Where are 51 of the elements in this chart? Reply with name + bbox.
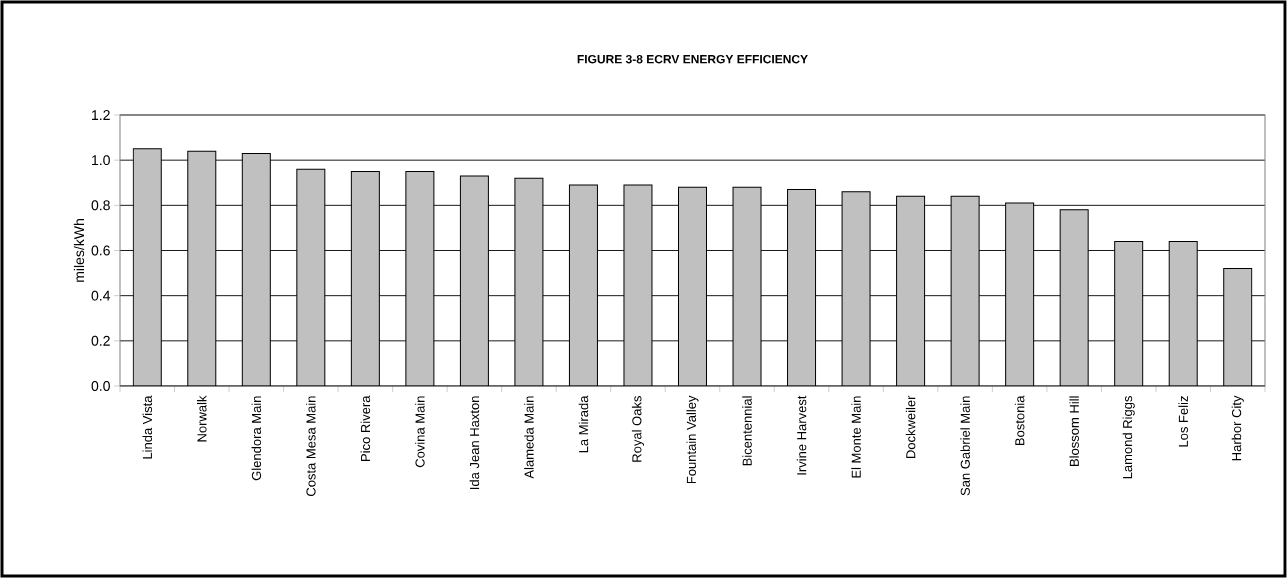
x-tick-label: Bostonia: [1014, 395, 1025, 446]
y-tick-label: 0.0: [91, 381, 110, 391]
chart-title: FIGURE 3-8 ECRV ENERGY EFFICIENCY: [577, 54, 808, 64]
bar: [950, 195, 980, 386]
bar: [732, 186, 762, 386]
bar: [187, 150, 217, 386]
x-tick-label: Linda Vista: [142, 395, 153, 459]
bar: [1168, 240, 1198, 386]
y-tick-label: 1.0: [92, 155, 110, 166]
x-tick-label: Bicentennial: [742, 396, 752, 466]
x-tick-label: Fountain Valley: [686, 395, 699, 484]
bar: [841, 191, 871, 386]
y-tick-label: 0.4: [91, 290, 111, 301]
bar: [296, 168, 326, 386]
x-tick-label: Glendora Main: [251, 396, 262, 481]
x-tick-label: San Gabriel Main: [960, 396, 970, 496]
y-axis-title: miles/kWh: [73, 219, 85, 282]
bar: [459, 175, 489, 386]
x-tick-label: Ida Jean Haxton: [469, 396, 480, 489]
x-tick-label: Covina Main: [415, 396, 425, 468]
bar: [1223, 268, 1253, 386]
y-tick-label: 1.2: [92, 110, 110, 120]
x-tick-label: Irvine Harvest: [796, 395, 807, 475]
x-tick-label: El Monte Main: [851, 396, 861, 478]
x-tick-label: Royal Oaks: [631, 396, 645, 462]
y-tick-label: 0.2: [91, 335, 110, 346]
bar: [678, 186, 707, 386]
bar: [350, 170, 380, 386]
bar: [405, 170, 435, 386]
x-tick-label: Pico Rivera: [360, 395, 371, 461]
x-tick-label: Lamond Riggs: [1122, 396, 1135, 479]
x-tick-label: Blossom Hill: [1069, 396, 1079, 466]
x-tick-label: La Mirada: [578, 395, 589, 453]
bar: [568, 184, 598, 386]
y-tick-label: 0.6: [91, 245, 110, 256]
bar: [896, 195, 926, 386]
y-tick-label: 0.8: [91, 200, 110, 211]
x-tick-label: Costa Mesa Main: [306, 396, 316, 497]
x-tick-label: Harbor City: [1231, 395, 1244, 461]
bar: [623, 184, 653, 386]
x-tick-label: Dockweiler: [905, 395, 916, 459]
bar: [241, 152, 271, 386]
bar: [1059, 209, 1089, 386]
bar: [132, 148, 162, 386]
x-tick-label: Alameda Main: [524, 396, 534, 479]
bar: [514, 177, 544, 386]
bar: [1005, 202, 1035, 386]
bar: [1114, 240, 1144, 386]
bar: [787, 189, 817, 386]
x-tick-label: Los Feliz: [1178, 396, 1188, 447]
x-tick-label: Norwalk: [197, 395, 207, 442]
